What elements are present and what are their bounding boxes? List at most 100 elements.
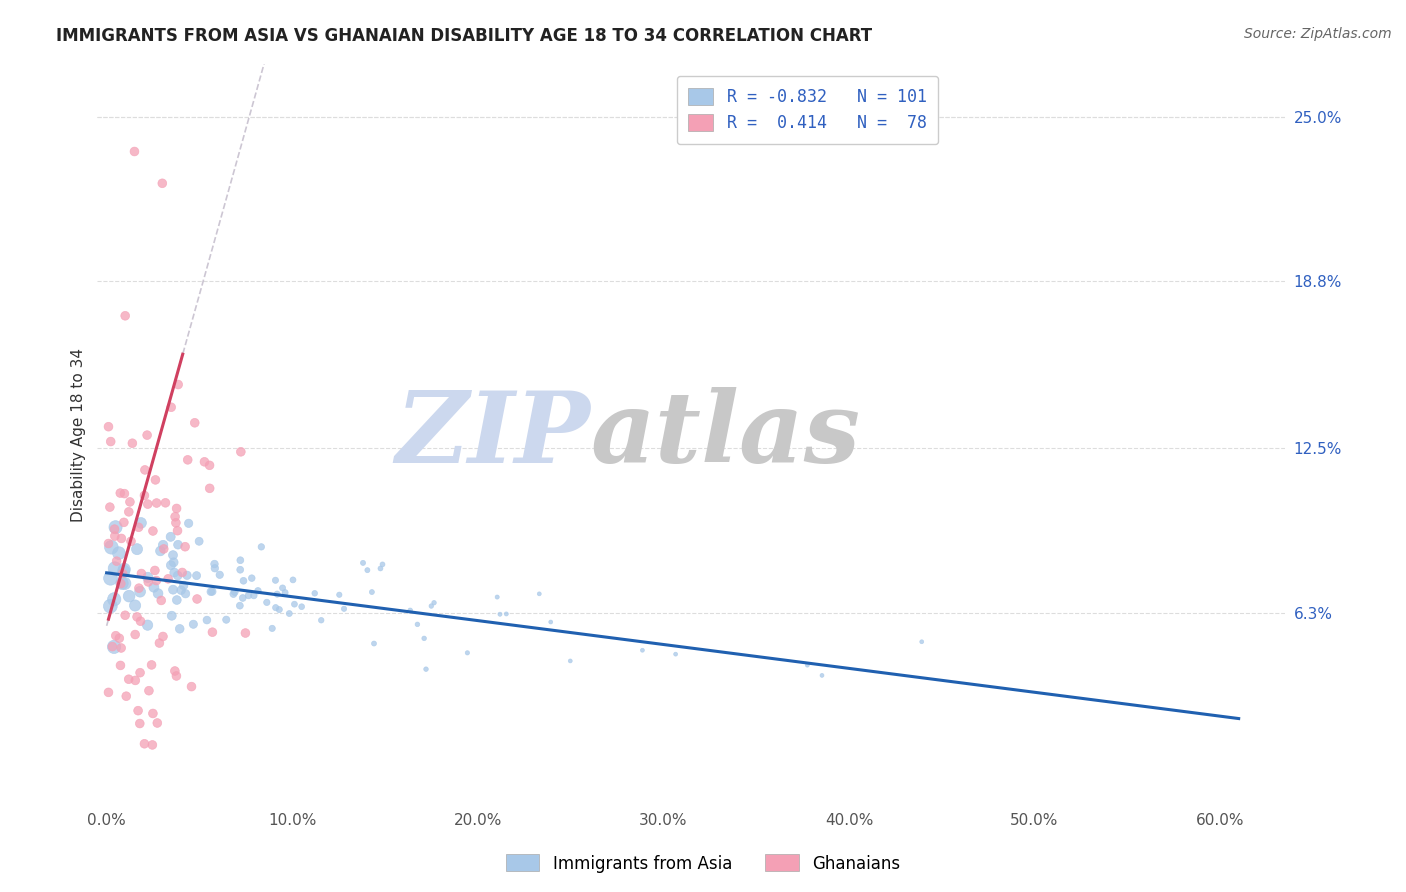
Point bbox=[98, 599, 121, 614]
Point bbox=[201, 584, 224, 599]
Point bbox=[371, 558, 394, 572]
Point bbox=[118, 505, 141, 519]
Point bbox=[193, 455, 215, 469]
Point bbox=[145, 496, 167, 510]
Point bbox=[215, 613, 238, 627]
Point bbox=[97, 685, 120, 699]
Point bbox=[146, 586, 169, 600]
Point bbox=[149, 544, 172, 558]
Point bbox=[110, 576, 132, 591]
Point bbox=[266, 587, 288, 601]
Point bbox=[142, 580, 165, 594]
Point bbox=[121, 436, 143, 450]
Point bbox=[166, 524, 188, 538]
Point bbox=[150, 176, 173, 190]
Point bbox=[128, 520, 150, 534]
Point bbox=[208, 567, 231, 582]
Point bbox=[101, 640, 124, 654]
Point bbox=[370, 561, 392, 575]
Legend: R = -0.832   N = 101, R =  0.414   N =  78: R = -0.832 N = 101, R = 0.414 N = 78 bbox=[676, 76, 938, 145]
Point bbox=[118, 672, 141, 686]
Legend: Immigrants from Asia, Ghanaians: Immigrants from Asia, Ghanaians bbox=[499, 847, 907, 880]
Point bbox=[811, 668, 834, 682]
Point bbox=[160, 608, 183, 623]
Point bbox=[238, 589, 260, 603]
Point bbox=[141, 657, 163, 672]
Point bbox=[406, 617, 429, 632]
Point bbox=[152, 541, 174, 556]
Point bbox=[111, 576, 134, 591]
Point bbox=[163, 566, 186, 580]
Point bbox=[146, 716, 169, 731]
Point bbox=[333, 601, 356, 615]
Text: IMMIGRANTS FROM ASIA VS GHANAIAN DISABILITY AGE 18 TO 34 CORRELATION CHART: IMMIGRANTS FROM ASIA VS GHANAIAN DISABIL… bbox=[56, 27, 872, 45]
Point bbox=[911, 634, 934, 648]
Point bbox=[103, 640, 125, 654]
Point bbox=[204, 557, 226, 571]
Point bbox=[170, 583, 193, 598]
Point bbox=[229, 445, 252, 459]
Point bbox=[120, 534, 142, 549]
Point bbox=[250, 540, 273, 554]
Point bbox=[118, 495, 141, 509]
Point bbox=[495, 607, 517, 621]
Point bbox=[111, 566, 134, 581]
Point bbox=[200, 584, 222, 599]
Point bbox=[138, 683, 160, 698]
Point bbox=[356, 563, 378, 577]
Point bbox=[97, 419, 120, 434]
Point bbox=[166, 501, 188, 516]
Point bbox=[169, 622, 191, 636]
Point bbox=[110, 658, 132, 673]
Point bbox=[188, 534, 211, 549]
Point bbox=[278, 607, 301, 621]
Point bbox=[110, 640, 132, 655]
Point bbox=[328, 588, 350, 602]
Point bbox=[529, 587, 551, 601]
Point bbox=[163, 664, 186, 678]
Point bbox=[110, 532, 132, 546]
Point bbox=[456, 646, 478, 660]
Point bbox=[229, 563, 252, 577]
Point bbox=[352, 556, 374, 570]
Point bbox=[145, 473, 167, 487]
Point bbox=[143, 564, 166, 578]
Point bbox=[198, 458, 221, 473]
Point bbox=[201, 625, 224, 640]
Point bbox=[134, 489, 156, 503]
Point bbox=[104, 520, 127, 534]
Point bbox=[136, 570, 159, 584]
Point bbox=[152, 630, 174, 644]
Point bbox=[98, 500, 121, 515]
Point bbox=[136, 618, 159, 632]
Point bbox=[232, 591, 254, 605]
Point bbox=[141, 738, 163, 752]
Point bbox=[160, 558, 183, 573]
Point bbox=[124, 627, 146, 641]
Point bbox=[134, 463, 156, 477]
Point bbox=[224, 585, 246, 599]
Point bbox=[167, 538, 190, 552]
Point bbox=[152, 538, 174, 552]
Point bbox=[134, 737, 156, 751]
Point bbox=[129, 665, 152, 680]
Point bbox=[131, 566, 153, 581]
Point bbox=[180, 680, 202, 694]
Point bbox=[172, 566, 194, 580]
Point bbox=[104, 561, 127, 575]
Point bbox=[229, 553, 252, 567]
Point bbox=[361, 585, 384, 599]
Point bbox=[136, 497, 159, 511]
Point bbox=[222, 587, 245, 601]
Point bbox=[112, 486, 135, 500]
Point bbox=[114, 309, 136, 323]
Point bbox=[264, 574, 287, 588]
Point bbox=[560, 654, 582, 668]
Point bbox=[108, 632, 131, 646]
Point bbox=[129, 584, 152, 599]
Point bbox=[103, 592, 125, 607]
Point bbox=[304, 586, 326, 600]
Point bbox=[165, 669, 187, 683]
Point bbox=[363, 636, 385, 650]
Point bbox=[145, 574, 167, 588]
